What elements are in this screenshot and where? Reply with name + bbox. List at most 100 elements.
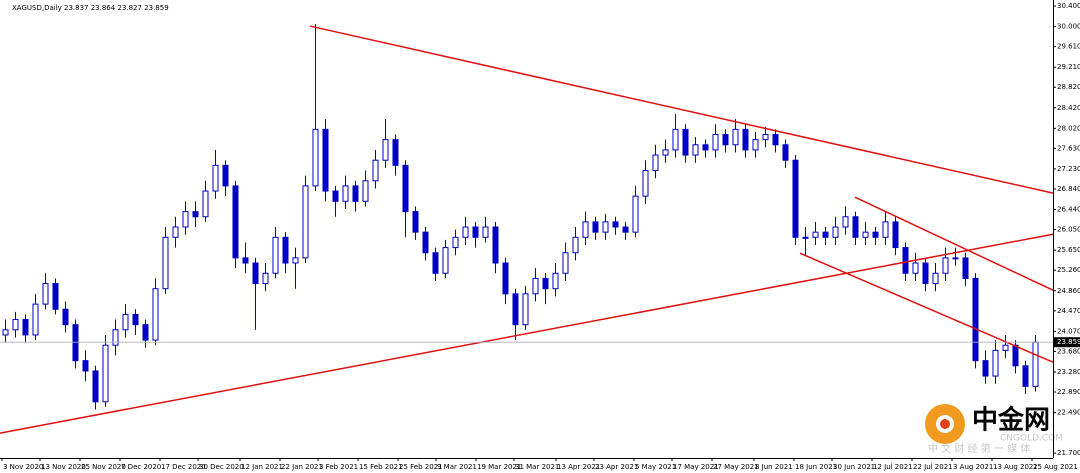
candle-body xyxy=(212,164,219,192)
candle-body xyxy=(342,185,349,202)
x-tick-label: 23 Apr 2021 xyxy=(595,463,638,471)
candle-body xyxy=(242,257,249,264)
x-tick-label: 22 Jan 2021 xyxy=(281,463,323,471)
y-tick-label: 24.470 xyxy=(1057,307,1080,315)
x-tick-label: 13 Nov 2020 xyxy=(41,463,86,471)
candle-body xyxy=(162,236,169,290)
candle-body xyxy=(912,262,919,274)
y-tick-label: 30.000 xyxy=(1057,23,1080,31)
logo-dot xyxy=(940,419,950,429)
candle-body xyxy=(662,149,669,156)
y-tick-label: 27.630 xyxy=(1057,144,1080,152)
candle-body xyxy=(622,226,629,233)
candle-body xyxy=(572,236,579,254)
x-tick-label: 3 Feb 2021 xyxy=(319,463,358,471)
candle-body xyxy=(192,211,199,218)
candle-body xyxy=(612,221,619,228)
candle-body xyxy=(942,257,949,274)
candle-body xyxy=(932,272,939,285)
candle-body xyxy=(592,221,599,233)
candle-body xyxy=(872,231,879,238)
y-tick-label: 22.490 xyxy=(1057,409,1080,417)
last-price-box xyxy=(1054,337,1080,348)
candle-body xyxy=(502,262,509,295)
x-tick-label: 30 Dec 2020 xyxy=(199,463,244,471)
candle-body xyxy=(72,324,79,362)
candle-body xyxy=(222,164,229,187)
candle-body xyxy=(522,293,529,326)
candle-body xyxy=(582,221,589,238)
candle-body xyxy=(412,211,419,233)
candle-body xyxy=(752,139,759,151)
candle-body xyxy=(772,134,779,146)
y-tick-label: 23.280 xyxy=(1057,368,1080,376)
trendline xyxy=(854,196,1054,291)
x-tick-label: 15 Feb 2021 xyxy=(359,463,403,471)
candle-body xyxy=(232,185,239,259)
candle-body xyxy=(442,247,449,274)
candle-body xyxy=(492,226,499,264)
x-tick-label: 19 Mar 2021 xyxy=(477,463,521,471)
x-tick-label: 27 May 2021 xyxy=(713,463,759,471)
candle-body xyxy=(332,190,339,202)
candle-body xyxy=(312,128,319,187)
x-tick-label: 5 May 2021 xyxy=(635,463,676,471)
candle-body xyxy=(782,144,789,161)
candle-body xyxy=(272,236,279,274)
candle-body xyxy=(62,308,69,326)
x-tick-label: 18 Jun 2021 xyxy=(795,463,837,471)
x-tick-label: 13 Aug 2021 xyxy=(993,463,1038,471)
x-tick-label: 25 Feb 2021 xyxy=(399,463,443,471)
candle-body xyxy=(92,370,99,403)
candle-body xyxy=(982,360,989,377)
y-tick-label: 23.680 xyxy=(1057,347,1080,355)
candle-body xyxy=(462,226,469,238)
candle-body xyxy=(12,319,19,331)
y-tick-label: 24.860 xyxy=(1057,287,1080,295)
candle-body xyxy=(132,313,139,326)
candle-body xyxy=(112,329,119,346)
candle-body xyxy=(302,185,309,259)
candle-body xyxy=(842,216,849,228)
candle-body xyxy=(1022,365,1029,387)
x-tick-label: 12 Jul 2021 xyxy=(873,463,913,471)
candle-body xyxy=(672,128,679,151)
candle-body xyxy=(902,247,909,274)
candle-body xyxy=(632,195,639,233)
y-tick-label: 28.820 xyxy=(1057,83,1080,91)
candle-body xyxy=(182,211,189,228)
candle-body xyxy=(682,128,689,156)
trendline xyxy=(0,233,1054,434)
x-tick-label: 31 Mar 2021 xyxy=(515,463,559,471)
candle-body xyxy=(1012,344,1019,367)
candle-body xyxy=(512,293,519,326)
x-tick-label: 12 Jan 2021 xyxy=(241,463,283,471)
candle-body xyxy=(1002,344,1009,351)
candle-body xyxy=(292,257,299,264)
candle-body xyxy=(762,134,769,141)
candle-body xyxy=(122,313,129,331)
candle-body xyxy=(172,226,179,238)
y-tick-label: 27.230 xyxy=(1057,165,1080,173)
y-tick-label: 25.260 xyxy=(1057,266,1080,274)
watermark-site: CNGOLD.COM xyxy=(1000,434,1063,444)
watermark-slogan: 中 文 财 经 第 一 媒 体 xyxy=(928,442,1030,455)
candle-body xyxy=(102,344,109,403)
x-tick-label: 17 Dec 2020 xyxy=(161,463,206,471)
candle-body xyxy=(742,128,749,151)
x-tick-label: 25 Nov 2020 xyxy=(81,463,126,471)
candle-body xyxy=(922,262,929,285)
candle-body xyxy=(652,154,659,171)
x-tick-label: 8 Jun 2021 xyxy=(755,463,793,471)
candle-body xyxy=(702,144,709,151)
candle-body xyxy=(602,221,609,233)
x-tick-label: 25 Aug 2021 xyxy=(1033,463,1078,471)
candle-body xyxy=(392,139,399,166)
x-tick-label: 9 Mar 2021 xyxy=(437,463,477,471)
x-tick-label: 3 Nov 2020 xyxy=(3,463,43,471)
candle-body xyxy=(732,128,739,146)
candle-body xyxy=(862,231,869,238)
candle-body xyxy=(472,226,479,238)
y-tick-label: 24.070 xyxy=(1057,327,1080,335)
